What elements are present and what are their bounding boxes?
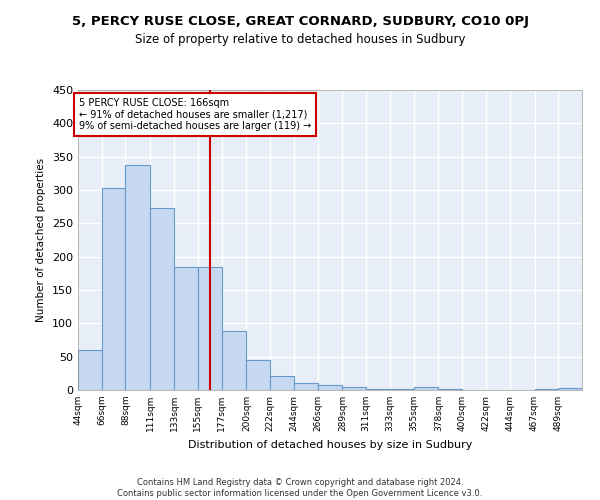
Bar	[221, 332, 247, 390]
Bar	[78, 350, 102, 390]
Bar	[390, 388, 413, 390]
Bar	[413, 388, 439, 390]
Bar	[174, 266, 198, 390]
Text: 5 PERCY RUSE CLOSE: 166sqm
← 91% of detached houses are smaller (1,217)
9% of se: 5 PERCY RUSE CLOSE: 166sqm ← 91% of deta…	[79, 98, 311, 131]
Bar	[247, 360, 270, 390]
Bar	[125, 166, 151, 390]
Bar	[343, 388, 366, 390]
Text: 5, PERCY RUSE CLOSE, GREAT CORNARD, SUDBURY, CO10 0PJ: 5, PERCY RUSE CLOSE, GREAT CORNARD, SUDB…	[71, 15, 529, 28]
Bar	[317, 386, 343, 390]
Y-axis label: Number of detached properties: Number of detached properties	[37, 158, 46, 322]
Bar	[102, 188, 125, 390]
Text: Contains HM Land Registry data © Crown copyright and database right 2024.
Contai: Contains HM Land Registry data © Crown c…	[118, 478, 482, 498]
Bar	[366, 388, 390, 390]
Text: Size of property relative to detached houses in Sudbury: Size of property relative to detached ho…	[135, 32, 465, 46]
Bar	[270, 376, 294, 390]
Bar	[198, 266, 221, 390]
Bar	[535, 388, 558, 390]
Bar	[151, 208, 174, 390]
Bar	[294, 382, 317, 390]
Bar	[439, 388, 462, 390]
X-axis label: Distribution of detached houses by size in Sudbury: Distribution of detached houses by size …	[188, 440, 472, 450]
Bar	[558, 388, 582, 390]
